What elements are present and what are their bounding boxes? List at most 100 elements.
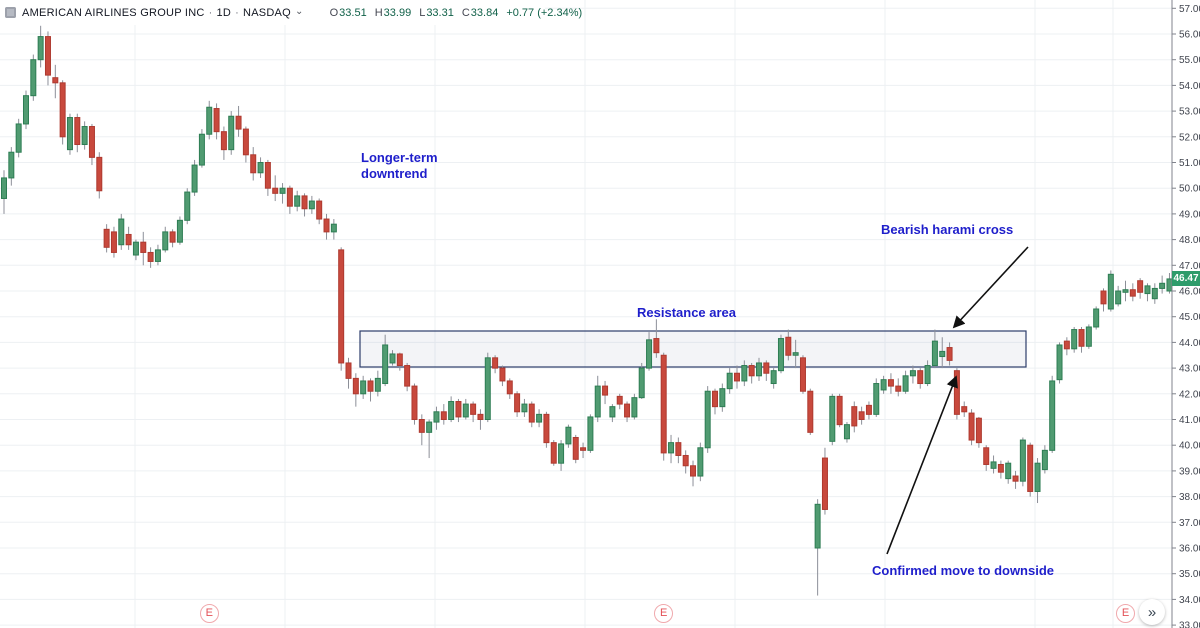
- candle: [1159, 282, 1166, 289]
- candle: [279, 187, 286, 194]
- candle: [118, 218, 125, 246]
- candle: [59, 82, 66, 138]
- candle: [88, 126, 95, 158]
- candle: [1041, 449, 1048, 471]
- candle: [843, 424, 850, 440]
- candle: [484, 357, 491, 421]
- candle: [961, 406, 968, 413]
- harami-arrow: [952, 246, 1029, 329]
- earnings-marker[interactable]: E: [199, 603, 219, 623]
- candle: [675, 442, 682, 456]
- candle: [257, 162, 264, 174]
- open-value: 33.51: [339, 6, 367, 19]
- candle: [1115, 290, 1122, 305]
- candle: [1012, 475, 1019, 482]
- candle: [506, 380, 513, 395]
- candle: [931, 340, 938, 367]
- candle: [748, 365, 755, 377]
- candle: [250, 154, 257, 174]
- candle: [587, 416, 594, 451]
- candle: [558, 443, 565, 464]
- candle: [418, 419, 425, 433]
- candle: [917, 370, 924, 385]
- chevron-down-icon: ⌄: [294, 6, 304, 17]
- candle: [602, 385, 609, 396]
- candle: [638, 367, 645, 399]
- chevrons-right-icon: »: [1147, 603, 1157, 621]
- candle: [176, 219, 183, 243]
- price-axis[interactable]: 33.00 34.00 35.00 36.00 37.00 38.00 39.00 40.00…: [1171, 0, 1200, 628]
- candle: [242, 128, 249, 156]
- chart-header: AMERICAN AIRLINES GROUP INC · 1D · NASDA…: [0, 0, 582, 25]
- price-axis-label: 56.00: [1179, 30, 1200, 41]
- price-axis-label: 39.00: [1179, 466, 1200, 477]
- candle: [132, 241, 139, 256]
- title-separator: ·: [235, 6, 239, 19]
- candle: [8, 151, 15, 179]
- candle: [829, 395, 836, 442]
- candle: [565, 426, 572, 445]
- candle: [682, 454, 689, 467]
- candle: [228, 115, 235, 151]
- annotation-confirmed-move-downside: Confirmed move to downside: [872, 563, 1055, 578]
- candle: [1107, 273, 1114, 310]
- candle: [609, 406, 616, 418]
- candle: [1056, 344, 1063, 381]
- candle: [448, 401, 455, 421]
- price-axis-label: 38.00: [1179, 492, 1200, 503]
- candle: [997, 463, 1004, 473]
- candle: [1, 177, 7, 199]
- candle: [22, 95, 29, 125]
- price-axis-label: 36.00: [1179, 544, 1200, 555]
- candle: [668, 442, 675, 454]
- candle: [206, 106, 213, 135]
- candle: [726, 372, 733, 390]
- candle: [1019, 439, 1026, 482]
- candle: [286, 187, 293, 207]
- price-axis-label: 49.00: [1179, 209, 1200, 220]
- candle: [1151, 287, 1158, 300]
- scroll-to-recent-button[interactable]: »: [1139, 599, 1165, 625]
- interval-label: 1D: [216, 6, 232, 19]
- candle: [821, 457, 828, 510]
- candle: [470, 403, 477, 415]
- earnings-marker[interactable]: E: [1115, 603, 1135, 623]
- price-axis-label: 42.00: [1179, 389, 1200, 400]
- candle: [455, 401, 462, 418]
- candle: [1027, 444, 1034, 492]
- candle: [770, 370, 777, 385]
- price-axis-label: 44.00: [1179, 338, 1200, 349]
- ohlc-readout: O 33.51 H 33.99 L 33.31 C 33.84 +0.77 (+…: [330, 7, 583, 19]
- candle: [352, 377, 359, 395]
- earnings-marker[interactable]: E: [654, 603, 674, 623]
- candle: [264, 162, 271, 189]
- candle: [125, 233, 132, 246]
- candle: [902, 375, 909, 392]
- candle: [338, 249, 345, 364]
- candle: [814, 503, 821, 549]
- high-label: H: [374, 6, 383, 19]
- title-separator: ·: [208, 6, 213, 19]
- candle: [543, 413, 550, 444]
- candle: [404, 365, 411, 387]
- candle: [873, 383, 880, 415]
- candle: [1049, 380, 1056, 451]
- candle: [492, 357, 499, 369]
- price-axis-label: 52.00: [1179, 132, 1200, 143]
- resistance-box[interactable]: [359, 330, 1027, 368]
- symbol-title-button[interactable]: AMERICAN AIRLINES GROUP INC · 1D · NASDA…: [22, 6, 304, 19]
- price-axis-label: 55.00: [1179, 55, 1200, 66]
- candle: [103, 228, 110, 248]
- candle: [220, 131, 227, 151]
- candle: [697, 447, 704, 477]
- candle: [946, 347, 953, 361]
- candle: [968, 412, 975, 441]
- candle: [990, 461, 997, 469]
- candle: [74, 117, 81, 146]
- candle: [1071, 329, 1078, 350]
- candle: [763, 362, 770, 374]
- candle: [895, 385, 902, 392]
- candle: [294, 195, 301, 207]
- candle: [147, 251, 154, 262]
